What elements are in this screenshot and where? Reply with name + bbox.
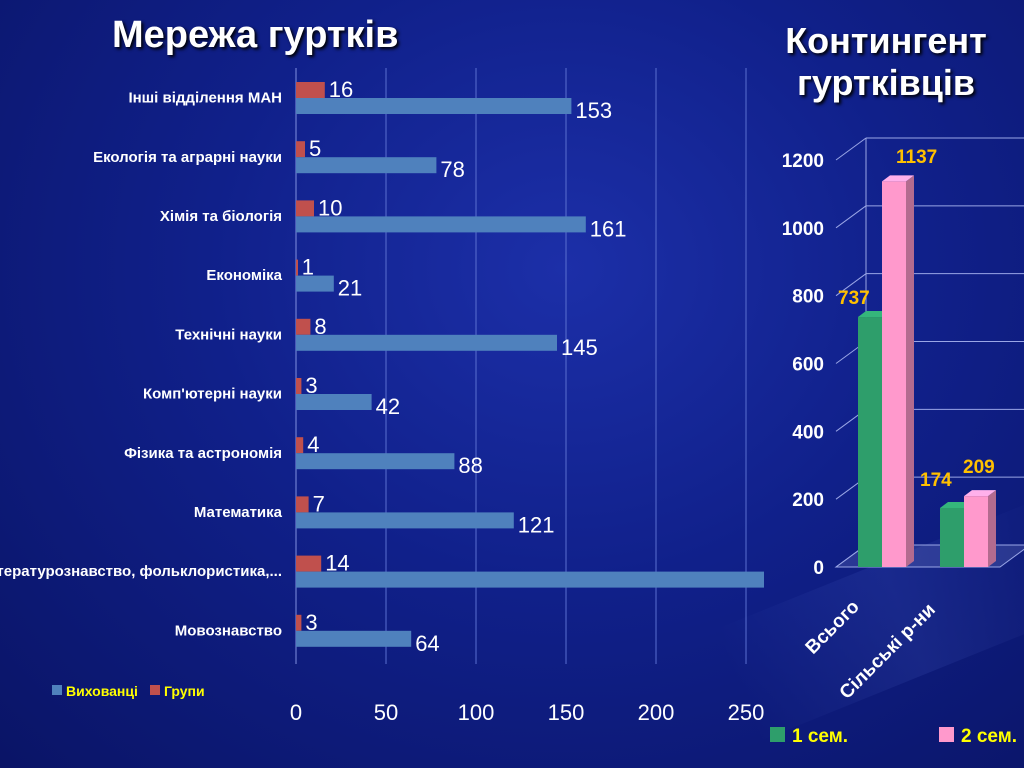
data-label-grupy: 4 bbox=[307, 432, 319, 457]
column-sem1 bbox=[858, 317, 882, 567]
data-label-vyhovantsi: 145 bbox=[561, 335, 598, 360]
category-label: Хімія та біологія bbox=[160, 208, 282, 225]
legend-swatch-grupy bbox=[150, 685, 160, 695]
x-tick-label: 50 bbox=[374, 700, 398, 725]
data-label-grupy: 8 bbox=[314, 314, 326, 339]
data-label-vyhovantsi: 88 bbox=[458, 453, 482, 478]
category-label: Всього bbox=[802, 596, 864, 658]
page-title-left: Мережа гуртків bbox=[112, 14, 399, 56]
category-label: Літературознавство, фольклористика,... bbox=[0, 563, 282, 580]
bar-vyhovantsi bbox=[296, 394, 372, 410]
page-title-right: Контингент гуртківців bbox=[785, 20, 987, 104]
data-label-sem1: 737 bbox=[838, 288, 870, 309]
data-label-grupy: 10 bbox=[318, 195, 342, 220]
y-tick-label: 200 bbox=[792, 490, 824, 511]
data-label-vyhovantsi: 121 bbox=[518, 512, 555, 537]
column-side bbox=[906, 175, 914, 567]
legend-swatch-vyhovantsi bbox=[52, 685, 62, 695]
column-sem1 bbox=[940, 507, 964, 567]
data-label-grupy: 14 bbox=[325, 551, 349, 576]
column-top bbox=[882, 175, 914, 182]
data-label-vyhovantsi: 153 bbox=[575, 98, 612, 123]
x-tick-label: 250 bbox=[728, 700, 765, 725]
bar-vyhovantsi bbox=[296, 334, 557, 351]
bar-vyhovantsi bbox=[296, 512, 514, 529]
data-label-grupy: 5 bbox=[309, 136, 321, 161]
bar-grupy bbox=[296, 259, 298, 276]
legend-label-sem1: 1 сем. bbox=[792, 726, 848, 747]
data-label-vyhovantsi: 78 bbox=[440, 157, 464, 182]
y-gridline-depth bbox=[835, 205, 867, 229]
bar-vyhovantsi bbox=[296, 216, 586, 233]
bar-vyhovantsi bbox=[296, 275, 334, 292]
data-label-grupy: 3 bbox=[305, 373, 317, 398]
x-tick-label: 150 bbox=[548, 700, 585, 725]
y-tick-label: 0 bbox=[813, 558, 824, 579]
y-tick-label: 1200 bbox=[782, 151, 824, 172]
data-label-grupy: 1 bbox=[302, 255, 314, 280]
data-label-vyhovantsi: 161 bbox=[590, 216, 627, 241]
data-label-grupy: 16 bbox=[329, 77, 353, 102]
x-tick-label: 200 bbox=[638, 700, 675, 725]
category-label: Економіка bbox=[206, 267, 282, 284]
legend-left: Вихованці Групи bbox=[52, 683, 205, 699]
y-tick-label: 1000 bbox=[782, 219, 824, 240]
category-label: Технічні науки bbox=[175, 326, 282, 343]
column-top bbox=[964, 490, 996, 497]
y-gridline-depth bbox=[835, 273, 867, 297]
bar-vyhovantsi bbox=[296, 571, 764, 588]
category-label: Комп'ютерні науки bbox=[143, 386, 282, 403]
category-label: Математика bbox=[194, 504, 283, 521]
data-label-sem1: 174 bbox=[920, 470, 952, 491]
bar-vyhovantsi bbox=[296, 453, 455, 470]
data-label-sem2: 209 bbox=[963, 457, 995, 478]
bar-grupy bbox=[296, 496, 309, 513]
column-sem2 bbox=[882, 181, 906, 567]
bar-grupy bbox=[296, 555, 322, 572]
bar-grupy bbox=[296, 318, 311, 335]
category-label: Екологія та аграрні науки bbox=[93, 149, 282, 166]
bar-vyhovantsi bbox=[296, 157, 437, 174]
y-tick-label: 600 bbox=[792, 355, 824, 376]
legend-label-vyhovantsi: Вихованці bbox=[66, 683, 138, 699]
bar-vyhovantsi bbox=[296, 630, 412, 647]
legend-swatch-sem1 bbox=[770, 727, 785, 742]
column-side bbox=[988, 490, 996, 567]
data-label-grupy: 7 bbox=[313, 491, 325, 516]
data-label-sem2: 1137 bbox=[896, 147, 937, 168]
x-tick-label: 100 bbox=[458, 700, 495, 725]
data-label-vyhovantsi: 64 bbox=[415, 631, 439, 656]
bar-grupy bbox=[296, 378, 302, 394]
legend-label-grupy: Групи bbox=[164, 683, 205, 699]
bar-grupy bbox=[296, 614, 302, 631]
bar-grupy bbox=[296, 141, 305, 158]
legend-label-sem2: 2 сем. bbox=[961, 726, 1017, 747]
y-gridline-depth bbox=[835, 137, 867, 161]
legend-swatch-sem2 bbox=[939, 727, 954, 742]
bar-grupy bbox=[296, 200, 314, 217]
bar-grupy bbox=[296, 82, 325, 98]
data-label-grupy: 3 bbox=[305, 610, 317, 635]
category-label: Мовознавство bbox=[175, 622, 282, 639]
bar-vyhovantsi bbox=[296, 98, 572, 114]
bar-grupy bbox=[296, 437, 304, 454]
legend-right: 1 сем. 2 сем. bbox=[770, 726, 1017, 747]
category-label: Інші відділення МАН bbox=[128, 90, 282, 107]
data-label-vyhovantsi: 42 bbox=[376, 394, 400, 419]
category-label: Фізика та астрономія bbox=[124, 445, 282, 462]
y-tick-label: 400 bbox=[792, 422, 824, 443]
y-tick-label: 800 bbox=[792, 287, 824, 308]
x-tick-label: 0 bbox=[290, 700, 302, 725]
column-sem2 bbox=[964, 496, 988, 567]
data-label-vyhovantsi: 21 bbox=[338, 276, 362, 301]
